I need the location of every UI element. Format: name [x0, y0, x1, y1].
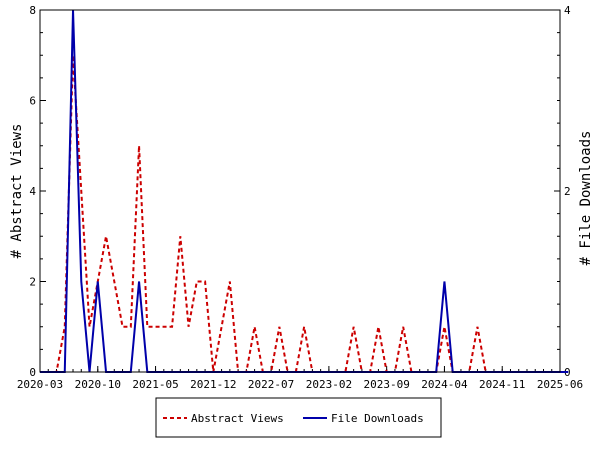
abstract-views-line	[40, 55, 569, 373]
y-right-tick-label: 4	[564, 4, 571, 17]
legend-label-abstract-views: Abstract Views	[191, 412, 284, 425]
x-tick-label: 2020-03	[17, 378, 63, 391]
x-tick-label: 2021-12	[190, 378, 236, 391]
y-left-tick-label: 0	[29, 366, 36, 379]
x-tick-label: 2024-04	[421, 378, 468, 391]
x-tick-label: 2025-06	[537, 378, 583, 391]
y-left-tick-label: 8	[29, 4, 36, 17]
x-tick-label: 2020-10	[75, 378, 121, 391]
x-tick-label: 2023-02	[306, 378, 352, 391]
plot-frame	[39, 9, 561, 373]
y-right-axis-title: # File Downloads	[578, 131, 594, 266]
y-right-tick-label: 2	[564, 185, 571, 198]
y-left-tick-label: 2	[29, 276, 36, 289]
legend: Abstract Views File Downloads	[155, 397, 442, 438]
y-left-tick-label: 6	[29, 95, 36, 108]
x-tick-label: 2023-09	[363, 378, 409, 391]
y-left-tick-label: 4	[29, 185, 36, 198]
series-layer	[40, 9, 569, 373]
legend-box	[155, 397, 442, 438]
file-downloads-line	[40, 9, 569, 373]
x-tick-label: 2022-07	[248, 378, 294, 391]
legend-label-file-downloads: File Downloads	[331, 412, 424, 425]
x-tick-label: 2024-11	[479, 378, 525, 391]
y-left-axis-title: # Abstract Views	[9, 124, 25, 259]
x-tick-label: 2021-05	[132, 378, 178, 391]
